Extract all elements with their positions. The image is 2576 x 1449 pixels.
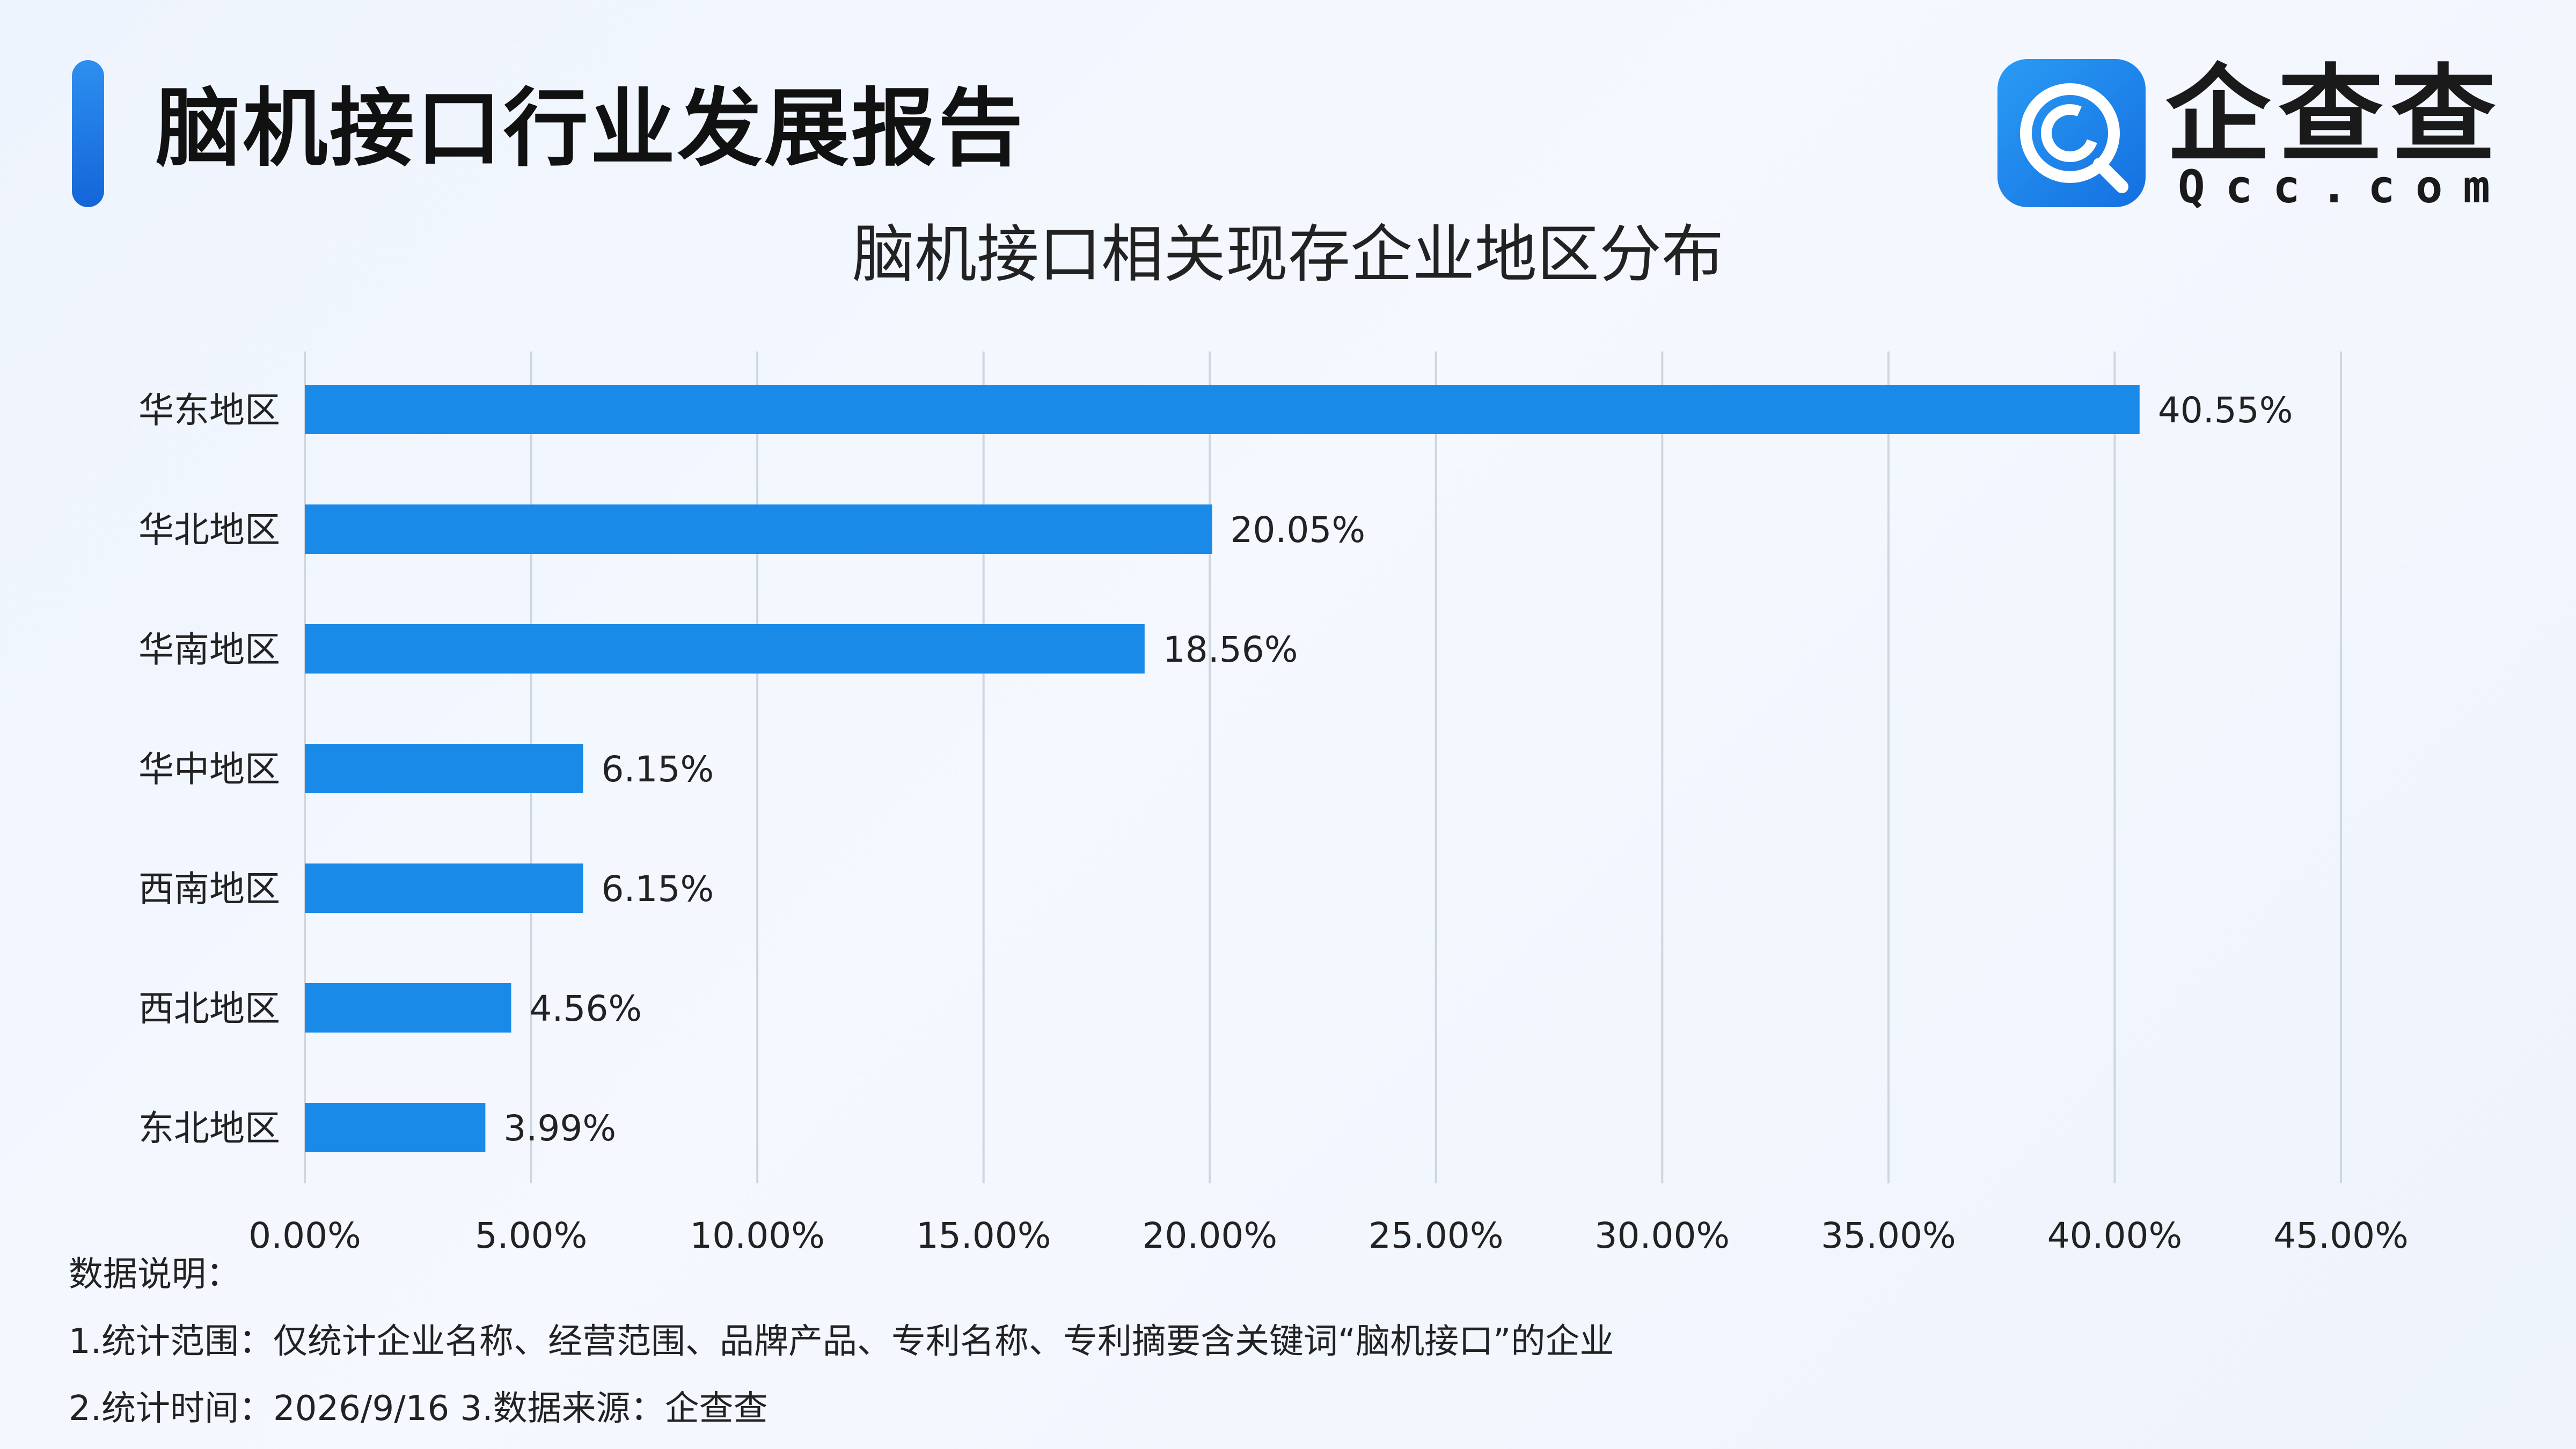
x-tick-label-1: 5.00% — [475, 1215, 588, 1256]
bar-0 — [305, 385, 2140, 434]
x-tick-label-9: 45.00% — [2273, 1215, 2409, 1256]
x-tick-label-6: 30.00% — [1594, 1215, 1730, 1256]
category-label-3: 华中地区 — [138, 749, 280, 790]
x-tick-label-4: 20.00% — [1142, 1215, 1277, 1256]
category-label-5: 西北地区 — [138, 988, 280, 1029]
value-label-3: 6.15% — [602, 749, 714, 790]
notes-scope: 1.统计范围：仅统计企业名称、经营范围、品牌产品、专利名称、专利摘要含关键词“脑… — [69, 1322, 1614, 1362]
x-tick-label-0: 0.00% — [248, 1215, 361, 1256]
brand-domain: Qcc.com — [2178, 160, 2511, 213]
value-label-0: 40.55% — [2158, 390, 2293, 431]
bar-6 — [305, 1103, 486, 1152]
title-accent-bar — [72, 60, 104, 207]
bar-2 — [305, 624, 1145, 674]
qcc-logo-icon — [1997, 59, 2146, 207]
category-label-6: 东北地区 — [138, 1108, 280, 1149]
x-tick-label-5: 25.00% — [1368, 1215, 1504, 1256]
notes-heading: 数据说明： — [69, 1255, 240, 1294]
value-label-4: 6.15% — [602, 868, 714, 910]
bar-4 — [305, 863, 583, 913]
value-label-1: 20.05% — [1230, 509, 1365, 551]
bar-3 — [305, 744, 583, 793]
category-label-4: 西南地区 — [138, 868, 280, 910]
value-label-2: 18.56% — [1163, 629, 1298, 670]
x-tick-label-2: 10.00% — [690, 1215, 825, 1256]
x-tick-label-7: 35.00% — [1821, 1215, 1956, 1256]
category-label-2: 华南地区 — [138, 629, 280, 670]
x-tick-label-8: 40.00% — [2047, 1215, 2183, 1256]
report-title: 脑机接口行业发展报告 — [156, 79, 1025, 178]
bar-1 — [305, 504, 1212, 554]
value-label-5: 4.56% — [529, 988, 642, 1029]
x-tick-label-3: 15.00% — [916, 1215, 1051, 1256]
value-label-6: 3.99% — [503, 1108, 616, 1149]
notes-time-source: 2.统计时间：2026/9/16 3.数据来源：企查查 — [69, 1389, 768, 1429]
bar-5 — [305, 983, 511, 1033]
category-label-1: 华北地区 — [138, 509, 280, 551]
chart-title: 脑机接口相关现存企业地区分布 — [852, 218, 1724, 291]
category-label-0: 华东地区 — [138, 390, 280, 431]
brand-name: 企查查 — [2165, 54, 2504, 177]
